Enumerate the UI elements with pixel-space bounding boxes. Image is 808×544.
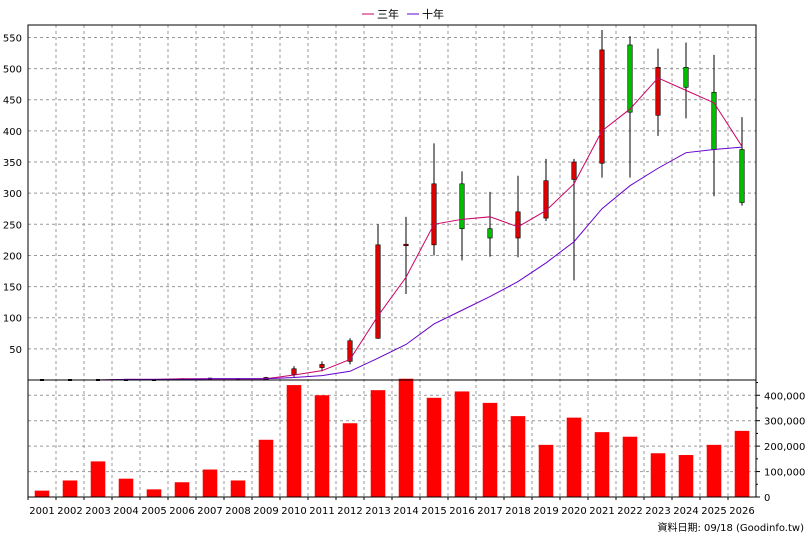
x-axis: 2001 2002 2003 2004 2005 2006 2007 2008 2009 2010… [27, 497, 755, 517]
candle-body [487, 228, 493, 239]
price-tick-label: 350 [3, 158, 22, 169]
legend-label-3yr: 三年 [377, 7, 399, 21]
candle-body [319, 364, 325, 368]
candle-body [347, 340, 353, 362]
volume-tick-label: 400,000 [764, 391, 805, 402]
price-tick-label: 500 [3, 65, 22, 76]
volume-bar [482, 402, 498, 497]
volume-bar [510, 416, 526, 497]
price-tick-label: 300 [3, 189, 22, 200]
volume-axis: 0 100,000 200,000 300,000 400,000 [756, 382, 805, 504]
volume-tick-label: 300,000 [764, 417, 805, 428]
x-tick-label: 2008 [225, 506, 250, 517]
x-tick-label: 2026 [729, 506, 754, 517]
candle-body [515, 211, 521, 239]
candle-body [627, 44, 633, 113]
volume-bar [454, 391, 470, 497]
x-tick-label: 2004 [113, 506, 138, 517]
legend-label-10yr: 十年 [422, 7, 444, 21]
price-tick-label: 250 [3, 220, 22, 231]
price-tick-label: 100 [3, 314, 22, 325]
x-tick-label: 2021 [589, 506, 614, 517]
volume-bar [594, 432, 610, 497]
volume-bar [202, 469, 218, 497]
volume-bar [370, 390, 386, 497]
x-tick-label: 2024 [673, 506, 698, 517]
x-tick-label: 2018 [505, 506, 530, 517]
x-tick-label: 2010 [281, 506, 306, 517]
x-tick-label: 2011 [309, 506, 334, 517]
volume-bar [622, 436, 638, 497]
x-tick-label: 2023 [645, 506, 670, 517]
candle-body [543, 180, 549, 219]
volume-tick-label: 100,000 [764, 468, 805, 479]
candle-body [403, 243, 409, 247]
x-tick-label: 2014 [393, 506, 418, 517]
x-tick-label: 2022 [617, 506, 642, 517]
volume-bar [146, 489, 162, 497]
x-tick-label: 2005 [141, 506, 166, 517]
legend: 三年 十年 [362, 7, 444, 21]
volume-bar [342, 423, 358, 497]
candle-body [599, 49, 605, 164]
volume-bar [174, 482, 190, 497]
candle-body [431, 183, 437, 246]
price-tick-label: 150 [3, 283, 22, 294]
volume-bar [314, 395, 330, 497]
price-axis: 50 100 150 200 250 300 350 400 450 500 550 [3, 33, 22, 355]
candle-body [459, 183, 465, 229]
x-tick-label: 2025 [701, 506, 726, 517]
volume-bar [230, 480, 246, 497]
x-tick-label: 2009 [253, 506, 278, 517]
volume-bar [258, 439, 274, 497]
volume-bar [118, 478, 134, 497]
candle-body [375, 244, 381, 339]
footer-note: 資料日期: 09/18 (Goodinfo.tw) [657, 521, 804, 534]
x-tick-label: 2007 [197, 506, 222, 517]
price-tick-label: 200 [3, 251, 22, 262]
price-tick-label: 400 [3, 127, 22, 138]
ma-line [97, 146, 743, 381]
candle-body [291, 368, 297, 375]
volume-bar [286, 385, 302, 497]
volume-bar [566, 417, 582, 497]
volume-bars [34, 378, 750, 497]
candle-body [655, 67, 661, 116]
x-tick-label: 2013 [365, 506, 390, 517]
volume-tick-label: 0 [764, 493, 770, 504]
volume-bar [398, 378, 414, 497]
candles [40, 29, 745, 381]
candle-body [571, 161, 577, 180]
volume-bar [538, 444, 554, 497]
volume-bar [426, 397, 442, 497]
price-tick-label: 550 [3, 33, 22, 44]
x-tick-label: 2002 [57, 506, 82, 517]
volume-tick-label: 200,000 [764, 442, 805, 453]
candle-body [683, 67, 689, 88]
price-tick-label: 50 [9, 345, 22, 356]
x-tick-label: 2016 [449, 506, 474, 517]
volume-bar [678, 455, 694, 497]
volume-bar [706, 444, 722, 497]
x-tick-label: 2020 [561, 506, 586, 517]
x-tick-label: 2012 [337, 506, 362, 517]
x-tick-label: 2017 [477, 506, 502, 517]
volume-bar [34, 490, 50, 497]
x-tick-label: 2001 [29, 506, 54, 517]
price-grid [28, 25, 756, 497]
volume-bar [650, 453, 666, 497]
volume-bar [62, 480, 78, 497]
x-tick-label: 2006 [169, 506, 194, 517]
volume-bar [734, 430, 750, 497]
volume-bar [90, 461, 106, 497]
price-tick-label: 450 [3, 96, 22, 107]
x-tick-label: 2015 [421, 506, 446, 517]
x-tick-label: 2003 [85, 506, 110, 517]
candle-body [739, 149, 745, 203]
moving-average-lines [97, 77, 743, 381]
x-tick-label: 2019 [533, 506, 558, 517]
candle-body [711, 91, 717, 150]
